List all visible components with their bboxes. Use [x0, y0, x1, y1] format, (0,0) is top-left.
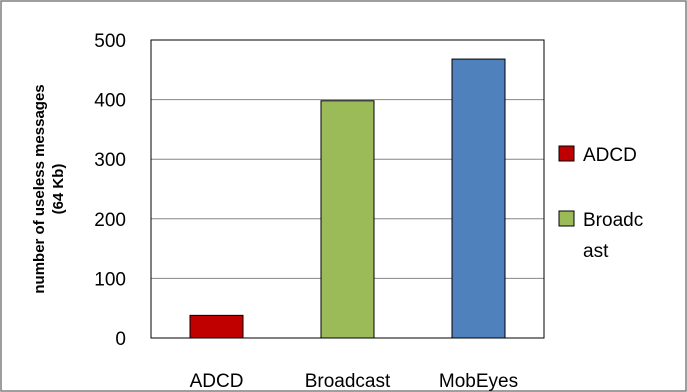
- y-tick-label: 400: [94, 91, 126, 112]
- y-axis-label-unit: (64 Kb): [50, 164, 67, 215]
- y-tick-label: 500: [94, 31, 126, 52]
- x-tick-label: ADCD: [190, 371, 244, 392]
- bar-broadcast: [320, 100, 375, 339]
- bar-mobeyes: [451, 58, 506, 339]
- y-tick-label: 0: [115, 329, 126, 350]
- legend-swatch: [558, 210, 575, 227]
- legend-label: Broadc: [583, 210, 643, 231]
- y-tick-label: 200: [94, 210, 126, 231]
- legend-swatch: [558, 145, 575, 162]
- bars: [189, 58, 506, 339]
- x-tick-label: MobEyes: [439, 371, 518, 392]
- legend-label: ast: [583, 241, 609, 262]
- y-tick-label: 100: [94, 269, 126, 290]
- bar-adcd: [189, 314, 244, 339]
- x-tick-label: Broadcast: [305, 371, 391, 392]
- legend-label: ADCD: [583, 145, 637, 166]
- y-tick-label: 300: [94, 150, 126, 171]
- x-axis-ticks: ADCD Broadcast MobEyes: [190, 371, 519, 392]
- legend: ADCD Broadc ast: [558, 145, 643, 262]
- y-axis-label: number of useless messages: [31, 84, 48, 293]
- y-axis-ticks: 0 100 200 300 400 500: [94, 31, 126, 350]
